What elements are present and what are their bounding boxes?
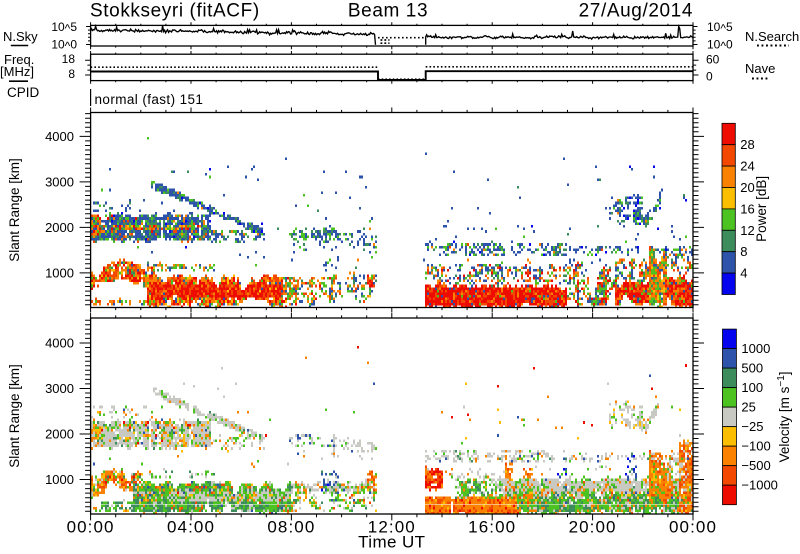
svg-text:4000: 4000 [45, 336, 74, 351]
svg-text:1000: 1000 [45, 472, 74, 487]
svg-text:Power [dB]: Power [dB] [754, 176, 769, 242]
svg-text:1000: 1000 [45, 265, 74, 280]
svg-text:8: 8 [740, 244, 747, 259]
svg-text:00:00: 00:00 [669, 518, 717, 537]
svg-text:16:00: 16:00 [468, 518, 516, 537]
svg-text:24: 24 [740, 159, 754, 174]
svg-text:Velocity [m s−1]: Velocity [m s−1] [776, 371, 792, 462]
svg-text:500: 500 [741, 361, 763, 376]
svg-text:18: 18 [62, 52, 76, 66]
svg-text:−500: −500 [741, 458, 770, 473]
svg-text:4000: 4000 [45, 129, 74, 144]
svg-text:28: 28 [740, 137, 754, 152]
svg-text:normal (fast) 151: normal (fast) 151 [95, 92, 204, 107]
svg-text:CPID: CPID [7, 85, 40, 100]
svg-text:N.Search: N.Search [745, 29, 799, 44]
svg-text:Stokkseyri (fitACF): Stokkseyri (fitACF) [90, 1, 260, 22]
svg-text:04:00: 04:00 [167, 518, 215, 537]
svg-text:Time UT: Time UT [358, 533, 425, 552]
svg-text:3000: 3000 [45, 174, 74, 189]
svg-text:3000: 3000 [45, 381, 74, 396]
svg-text:N.Sky: N.Sky [3, 29, 38, 44]
svg-text:0: 0 [706, 70, 713, 84]
svg-text:−25: −25 [741, 419, 763, 434]
svg-text:10^0: 10^0 [707, 38, 733, 54]
svg-text:2000: 2000 [45, 220, 74, 235]
svg-text:8: 8 [68, 67, 75, 81]
svg-text:Slant Range [km]: Slant Range [km] [7, 158, 22, 262]
svg-text:4: 4 [740, 266, 747, 281]
svg-text:12:00: 12:00 [368, 518, 416, 537]
svg-text:08:00: 08:00 [267, 518, 315, 537]
svg-text:100: 100 [741, 380, 763, 395]
svg-text:10^0: 10^0 [51, 38, 77, 54]
svg-text:16: 16 [740, 201, 754, 216]
svg-text:[MHz]: [MHz] [0, 64, 34, 79]
svg-text:−1000: −1000 [741, 478, 778, 493]
svg-text:Nave: Nave [745, 61, 775, 76]
svg-text:−100: −100 [741, 439, 770, 454]
svg-text:60: 60 [706, 53, 720, 67]
svg-text:27/Aug/2014: 27/Aug/2014 [579, 1, 693, 22]
svg-text:Slant Range [km]: Slant Range [km] [7, 364, 22, 468]
svg-text:00:00: 00:00 [67, 518, 115, 537]
svg-text:25: 25 [741, 400, 755, 415]
svg-text:12: 12 [740, 223, 754, 238]
svg-text:10^5: 10^5 [51, 20, 77, 36]
svg-text:Freq.: Freq. [4, 52, 34, 67]
svg-text:1000: 1000 [741, 341, 770, 356]
svg-text:10^5: 10^5 [707, 20, 733, 36]
svg-text:2000: 2000 [45, 427, 74, 442]
svg-text:20: 20 [740, 180, 754, 195]
svg-text:20:00: 20:00 [569, 518, 617, 537]
svg-text:Beam 13: Beam 13 [348, 1, 428, 22]
